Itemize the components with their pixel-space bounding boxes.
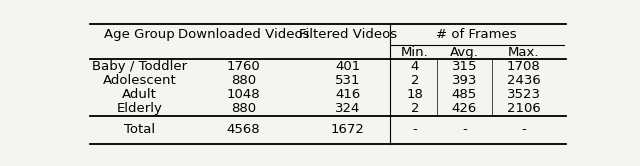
Text: Total: Total [124,123,155,136]
Text: 1760: 1760 [227,60,260,73]
Text: 426: 426 [452,102,477,115]
Text: 531: 531 [335,74,360,87]
Text: 2: 2 [410,102,419,115]
Text: 393: 393 [452,74,477,87]
Text: 4: 4 [411,60,419,73]
Text: 2: 2 [410,74,419,87]
Text: # of Frames: # of Frames [436,28,517,41]
Text: -: - [412,123,417,136]
Text: 416: 416 [335,88,360,101]
Text: Avg.: Avg. [450,45,479,59]
Text: Baby / Toddler: Baby / Toddler [92,60,187,73]
Text: 485: 485 [452,88,477,101]
Text: 1672: 1672 [331,123,365,136]
Text: 18: 18 [406,88,423,101]
Text: 880: 880 [231,102,256,115]
Text: 880: 880 [231,74,256,87]
Text: Adolescent: Adolescent [102,74,177,87]
Text: Elderly: Elderly [116,102,163,115]
Text: Min.: Min. [401,45,429,59]
Text: 1708: 1708 [507,60,541,73]
Text: Age Group: Age Group [104,28,175,41]
Text: 2436: 2436 [507,74,541,87]
Text: -: - [462,123,467,136]
Text: Adult: Adult [122,88,157,101]
Text: Max.: Max. [508,45,540,59]
Text: 324: 324 [335,102,360,115]
Text: Downloaded Videos: Downloaded Videos [178,28,309,41]
Text: 4568: 4568 [227,123,260,136]
Text: Filtered Videos: Filtered Videos [299,28,397,41]
Text: 315: 315 [452,60,477,73]
Text: 2106: 2106 [507,102,541,115]
Text: 401: 401 [335,60,360,73]
Text: -: - [522,123,526,136]
Text: 1048: 1048 [227,88,260,101]
Text: 3523: 3523 [507,88,541,101]
